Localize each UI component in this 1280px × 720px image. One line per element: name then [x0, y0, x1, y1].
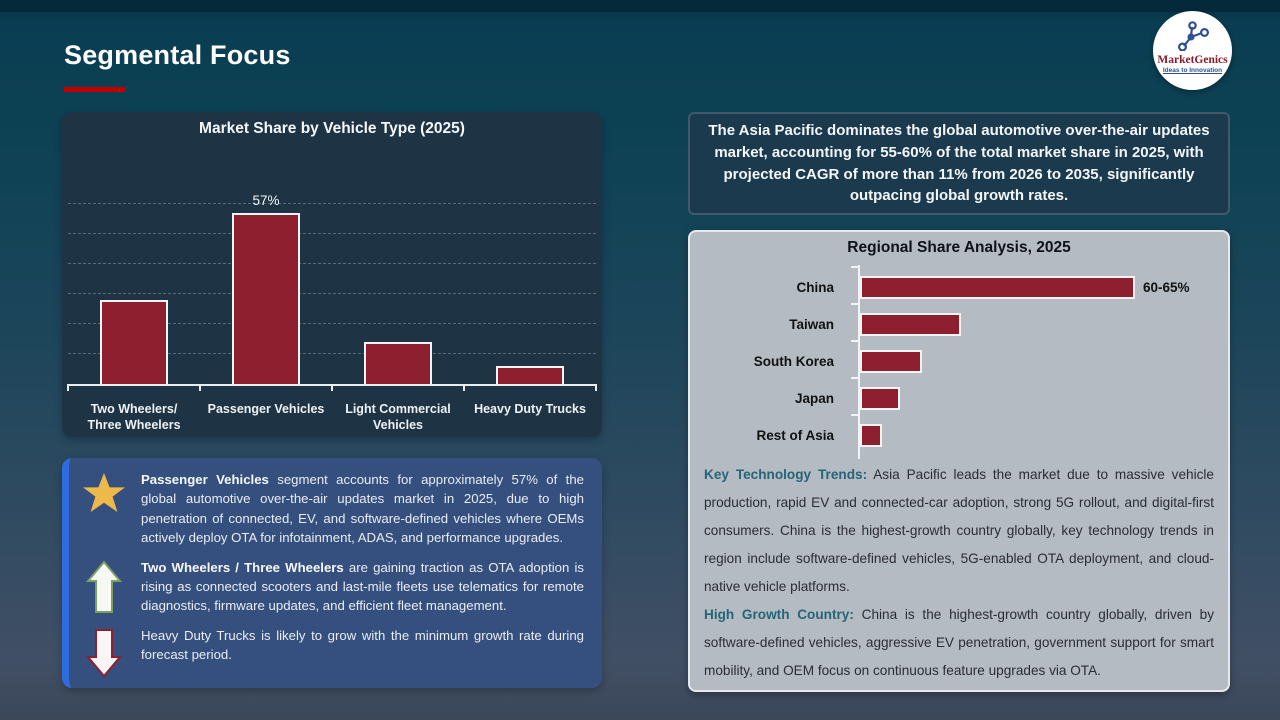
axis-tick — [851, 340, 858, 342]
regional-chart-title: Regional Share Analysis, 2025 — [847, 239, 1071, 256]
insight-passenger-vehicles: Passenger Vehicles segment accounts for … — [81, 470, 584, 548]
bar-wrap — [846, 313, 1228, 336]
bar-wrap — [846, 350, 1228, 373]
bar-passenger-vehicles — [232, 213, 300, 384]
up-arrow-icon — [81, 558, 127, 616]
axis-tick — [595, 384, 597, 391]
category-label: Taiwan — [789, 317, 834, 332]
bar-column: 57% — [200, 193, 332, 384]
gridline — [68, 233, 596, 234]
gridline — [68, 293, 596, 294]
insight-two-wheelers: Two Wheelers / Three Wheelers are gainin… — [81, 558, 584, 616]
vehicle-chart-title: Market Share by Vehicle Type (2025) — [199, 120, 465, 137]
gridline — [68, 263, 596, 264]
regional-row-japan: Japan — [690, 380, 1228, 417]
gridline — [68, 323, 596, 324]
axis-tick — [331, 384, 333, 391]
bar-two-wheelers-three-wheelers — [100, 300, 168, 384]
insight-lead: Passenger Vehicles — [141, 472, 269, 487]
note-lead: High Growth Country: — [704, 607, 854, 622]
star-icon — [81, 470, 127, 548]
category-label: South Korea — [753, 354, 834, 369]
axis-tick — [851, 266, 858, 268]
axis-tick — [199, 384, 201, 391]
marketgenics-logo: MarketGenics Ideas to Innovation — [1153, 11, 1232, 90]
callout-text: The Asia Pacific dominates the global au… — [708, 122, 1210, 205]
top-border-strip — [0, 0, 1280, 12]
bar-data-label: 57% — [252, 193, 280, 208]
page-title: Segmental Focus — [64, 40, 291, 70]
insight-lead: Two Wheelers / Three Wheelers — [141, 559, 344, 575]
regional-row-china: China 60-65% — [690, 269, 1228, 306]
molecule-icon — [1176, 21, 1210, 56]
axis-tick — [851, 414, 858, 416]
bar-column — [464, 204, 596, 384]
bar-japan — [860, 387, 900, 410]
bar-china — [860, 276, 1135, 299]
axis-tick — [463, 384, 465, 391]
vehicle-chart-plot: 57% — [67, 193, 597, 391]
regional-row-taiwan: Taiwan — [690, 306, 1228, 343]
bar-heavy-duty-trucks — [496, 366, 564, 384]
insight-heavy-duty-trucks: Heavy Duty Trucks is likely to grow with… — [81, 626, 584, 678]
category-label: Rest of Asia — [756, 428, 834, 443]
logo-tagline: Ideas to Innovation — [1162, 67, 1223, 74]
category-label: Heavy Duty Trucks — [474, 402, 586, 416]
note-key-technology-trends: Key Technology Trends: Asia Pacific lead… — [704, 467, 1214, 594]
category-label: Two Wheelers/ Three Wheelers — [87, 402, 181, 433]
regional-chart-axis — [858, 265, 860, 459]
bar-rest-of-asia — [860, 424, 882, 447]
category-label: Light Commercial Vehicles — [345, 402, 451, 433]
regional-analysis-panel: Regional Share Analysis, 2025 China 60-65… — [688, 230, 1230, 692]
vehicle-type-chart-panel: Market Share by Vehicle Type (2025) 57% … — [62, 112, 602, 437]
axis-tick — [67, 384, 69, 391]
bar-wrap: 60-65% — [846, 276, 1228, 299]
gridline — [68, 353, 596, 354]
regional-row-south-korea: South Korea — [690, 343, 1228, 380]
vehicle-chart-categories: Two Wheelers/ Three Wheelers Passenger Ve… — [68, 401, 596, 434]
bar-light-commercial-vehicles — [364, 342, 432, 384]
insight-text: Heavy Duty Trucks is likely to grow with… — [141, 627, 584, 663]
bar-taiwan — [860, 313, 961, 336]
regional-notes: Key Technology Trends: Asia Pacific lead… — [704, 461, 1214, 685]
insight-text: Two Wheelers / Three Wheelers are gainin… — [141, 559, 584, 614]
category-label: China — [796, 280, 834, 295]
category-label: Passenger Vehicles — [207, 402, 325, 416]
segment-insights-box: Passenger Vehicles segment accounts for … — [62, 458, 602, 688]
axis-tick — [851, 303, 858, 305]
bar-wrap — [846, 424, 1228, 447]
note-high-growth-country: High Growth Country: China is the highes… — [704, 607, 1214, 678]
category-label: Japan — [794, 391, 834, 406]
bar-south-korea — [860, 350, 922, 373]
title-accent-underline — [64, 87, 126, 92]
bar-column — [68, 204, 200, 384]
down-arrow-icon — [81, 626, 127, 678]
regional-row-rest-of-asia: Rest of Asia — [690, 417, 1228, 454]
note-lead: Key Technology Trends: — [704, 467, 868, 482]
logo-brand-text: MarketGenics — [1157, 54, 1228, 66]
insight-text: Passenger Vehicles segment accounts for … — [141, 472, 585, 546]
bar-wrap — [846, 387, 1228, 410]
gridline — [68, 203, 596, 204]
bar-data-label: 60-65% — [1143, 280, 1190, 295]
asia-pacific-callout: The Asia Pacific dominates the global au… — [688, 112, 1230, 215]
bar-column — [332, 204, 464, 384]
regional-chart: China 60-65% Taiwan South Korea Japan Rest of… — [690, 265, 1228, 459]
axis-tick — [851, 377, 858, 379]
